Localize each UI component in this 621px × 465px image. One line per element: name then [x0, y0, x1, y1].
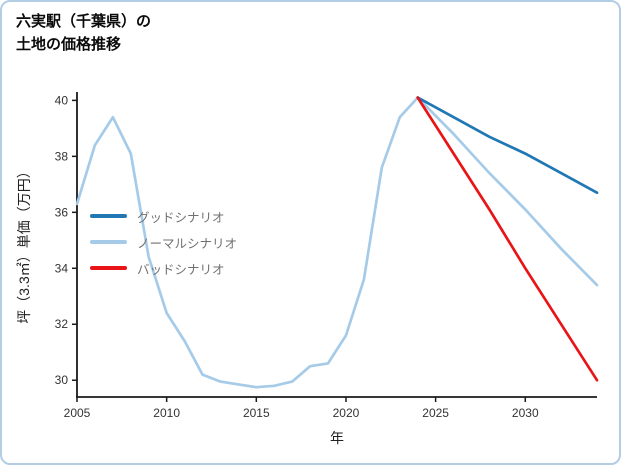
- y-tick-label: 30: [55, 373, 69, 387]
- chart-legend: グッドシナリオ ノーマルシナリオ バッドシナリオ: [90, 203, 237, 281]
- x-tick-label: 2025: [422, 406, 449, 420]
- bad-scenario-swatch: [90, 266, 127, 270]
- y-tick-label: 32: [55, 317, 69, 331]
- legend-item-normal: ノーマルシナリオ: [90, 229, 237, 255]
- chart-title-line2: 土地の価格推移: [16, 36, 122, 54]
- x-tick-label: 2020: [333, 406, 360, 420]
- good-scenario-swatch: [90, 214, 127, 218]
- y-tick-label: 34: [55, 261, 69, 275]
- legend-item-bad: バッドシナリオ: [90, 255, 237, 281]
- legend-item-good: グッドシナリオ: [90, 203, 237, 229]
- y-tick-label: 40: [55, 93, 69, 107]
- x-tick-label: 2010: [153, 406, 180, 420]
- chart-title: 六実駅（千葉県）の 土地の価格推移: [16, 10, 151, 57]
- legend-label: グッドシナリオ: [137, 210, 225, 225]
- y-axis-label: 坪（3.3㎡）単価（万円）: [16, 164, 32, 324]
- bad-scenario-line: [416, 96, 599, 382]
- chart-title-line1: 六実駅（千葉県）の: [16, 13, 152, 30]
- legend-label: ノーマルシナリオ: [137, 236, 238, 251]
- normal-scenario-line: [75, 96, 599, 389]
- legend-label: バッドシナリオ: [137, 262, 225, 277]
- y-tick-label: 38: [55, 149, 69, 163]
- x-tick-label: 2030: [512, 406, 539, 420]
- x-tick-label: 2015: [243, 406, 270, 420]
- good-scenario-line: [416, 96, 599, 195]
- x-tick-label: 2005: [64, 406, 91, 420]
- y-tick-label: 36: [55, 205, 69, 219]
- normal-scenario-swatch: [90, 240, 127, 244]
- x-axis-label: 年: [330, 430, 344, 446]
